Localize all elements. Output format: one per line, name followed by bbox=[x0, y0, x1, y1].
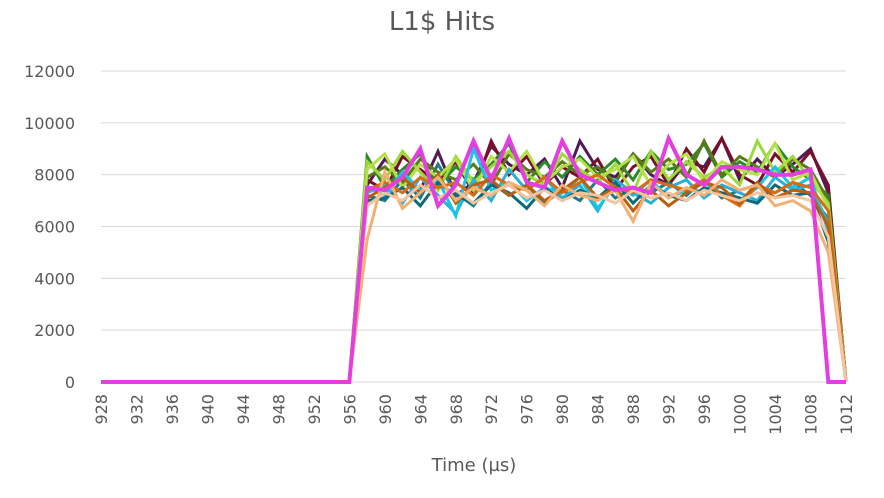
x-tick-label: 964 bbox=[411, 394, 430, 425]
x-tick-label: 980 bbox=[553, 394, 572, 425]
x-tick-label: 928 bbox=[92, 394, 111, 425]
x-tick-label: 1004 bbox=[766, 394, 785, 435]
series-line-6 bbox=[101, 137, 848, 384]
x-axis-label: Time (µs) bbox=[431, 455, 517, 476]
x-tick-label: 1000 bbox=[731, 394, 750, 435]
x-tick-label: 988 bbox=[624, 394, 643, 425]
x-tick-label: 972 bbox=[482, 394, 501, 425]
series-lines bbox=[101, 133, 848, 384]
x-tick-label: 940 bbox=[198, 394, 217, 425]
x-tick-label: 1012 bbox=[837, 394, 856, 435]
x-tick-label: 932 bbox=[128, 394, 147, 425]
x-tick-label: 948 bbox=[269, 394, 288, 425]
y-tick-label: 12000 bbox=[24, 62, 75, 81]
y-tick-label: 8000 bbox=[34, 166, 75, 185]
x-tick-label: 1008 bbox=[802, 394, 821, 435]
gridlines bbox=[101, 70, 846, 383]
series-line-10 bbox=[101, 180, 848, 384]
y-tick-label: 10000 bbox=[24, 114, 75, 133]
y-tick-label: 4000 bbox=[34, 269, 75, 288]
y-tick-label: 2000 bbox=[34, 321, 75, 340]
y-axis-tick-labels: 0 2000 4000 6000 8000 10000 12000 bbox=[24, 62, 75, 392]
x-tick-label: 984 bbox=[589, 394, 608, 425]
series-line-14 bbox=[101, 183, 848, 384]
x-tick-label: 968 bbox=[447, 394, 466, 425]
x-tick-label: 992 bbox=[660, 394, 679, 425]
x-tick-label: 944 bbox=[234, 394, 253, 425]
y-tick-label: 0 bbox=[65, 373, 75, 392]
x-tick-label: 996 bbox=[695, 394, 714, 425]
series-line-5 bbox=[101, 137, 848, 384]
y-tick-label: 6000 bbox=[34, 218, 75, 237]
x-tick-label: 976 bbox=[518, 394, 537, 425]
x-tick-label: 936 bbox=[163, 394, 182, 425]
x-tick-label: 960 bbox=[376, 394, 395, 425]
x-tick-label: 952 bbox=[305, 394, 324, 425]
series-line-15 bbox=[101, 133, 846, 384]
x-axis-tick-labels: 928 932 936 940 944 948 952 956 960 964 968 972 976 9… bbox=[92, 394, 856, 435]
x-tick-label: 956 bbox=[340, 394, 359, 425]
chart-title: L1$ Hits bbox=[389, 7, 495, 37]
